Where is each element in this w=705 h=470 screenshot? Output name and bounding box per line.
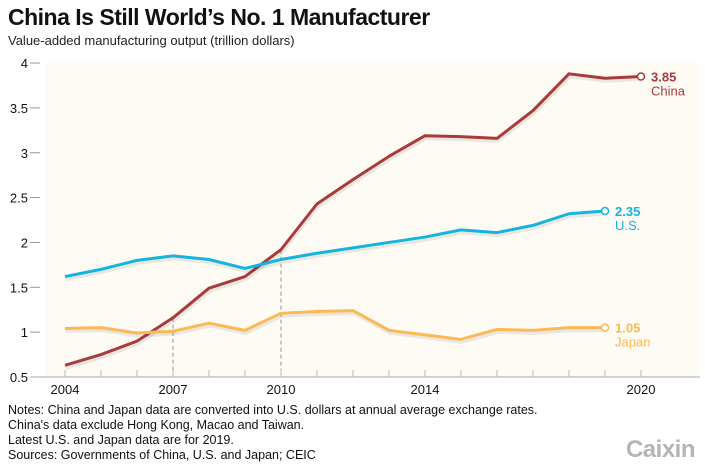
y-tick-label: 1 <box>21 325 28 340</box>
end-value-label: 1.05 <box>615 321 640 336</box>
note-line: Notes: China and Japan data are converte… <box>8 403 538 432</box>
x-tick-label: 2004 <box>51 382 80 397</box>
series-shadow <box>65 312 606 344</box>
y-tick-label: 1.5 <box>10 280 28 295</box>
end-point-marker <box>636 72 646 81</box>
caixin-logo: Caixin <box>625 436 696 463</box>
y-tick-label: 4 <box>21 56 28 71</box>
chart-notes: Notes: China and Japan data are converte… <box>8 403 568 463</box>
series-name-label: U.S. <box>615 218 640 233</box>
chart-title: China Is Still World’s No. 1 Manufacture… <box>8 4 430 30</box>
series-line <box>64 72 642 367</box>
series-us: 2.35U.S. <box>64 204 640 282</box>
x-tick-label: 2014 <box>411 382 440 397</box>
series-name-label: China <box>651 84 686 99</box>
y-tick-label: 3.5 <box>10 101 28 116</box>
y-tick-label: 2 <box>21 235 28 250</box>
end-value-label: 2.35 <box>615 204 640 219</box>
series-line <box>64 209 606 279</box>
note-line: Sources: Governments of China, U.S. and … <box>8 448 316 462</box>
y-tick-label: 3 <box>21 146 28 161</box>
x-tick-label: 2020 <box>627 382 656 397</box>
x-tick-label: 2007 <box>159 382 188 397</box>
note-line: Latest U.S. and Japan data are for 2019. <box>8 433 234 447</box>
plot-background <box>45 63 700 378</box>
series-line <box>64 309 605 341</box>
x-tick-label: 2010 <box>267 382 296 397</box>
end-point-marker <box>600 323 610 332</box>
y-tick-label: 0.5 <box>10 370 28 385</box>
y-tick-label: 2.5 <box>10 191 28 206</box>
series-shadow <box>65 212 607 282</box>
series-name-label: Japan <box>615 335 650 350</box>
chart-subtitle: Value-added manufacturing output (trilli… <box>8 33 295 48</box>
end-point-marker <box>600 206 610 216</box>
series-shadow <box>65 75 643 370</box>
end-value-label: 3.85 <box>651 70 676 85</box>
